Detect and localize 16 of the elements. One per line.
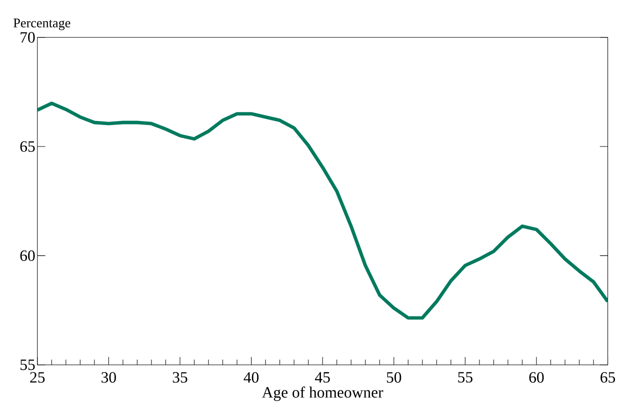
x-tick-label: 45: [315, 372, 330, 383]
x-tick-label: 25: [30, 372, 45, 383]
y-axis-title: Percentage: [14, 18, 70, 30]
line-series: [37, 102, 608, 320]
x-axis-title: Age of homeowner: [262, 386, 384, 401]
x-tick-label: 65: [600, 372, 616, 383]
x-tick-label: 60: [529, 372, 544, 383]
x-tick-label: 50: [386, 372, 402, 383]
x-tick-label: 55: [458, 372, 472, 383]
x-tick-label: 30: [102, 372, 116, 383]
y-tick-label: 55: [20, 360, 35, 370]
x-tick-label: 40: [244, 372, 259, 383]
x-tick-label: 35: [172, 372, 188, 383]
y-tick-label: 65: [20, 141, 35, 152]
y-tick-label: 70: [20, 32, 35, 43]
y-tick-label: 60: [20, 250, 35, 261]
